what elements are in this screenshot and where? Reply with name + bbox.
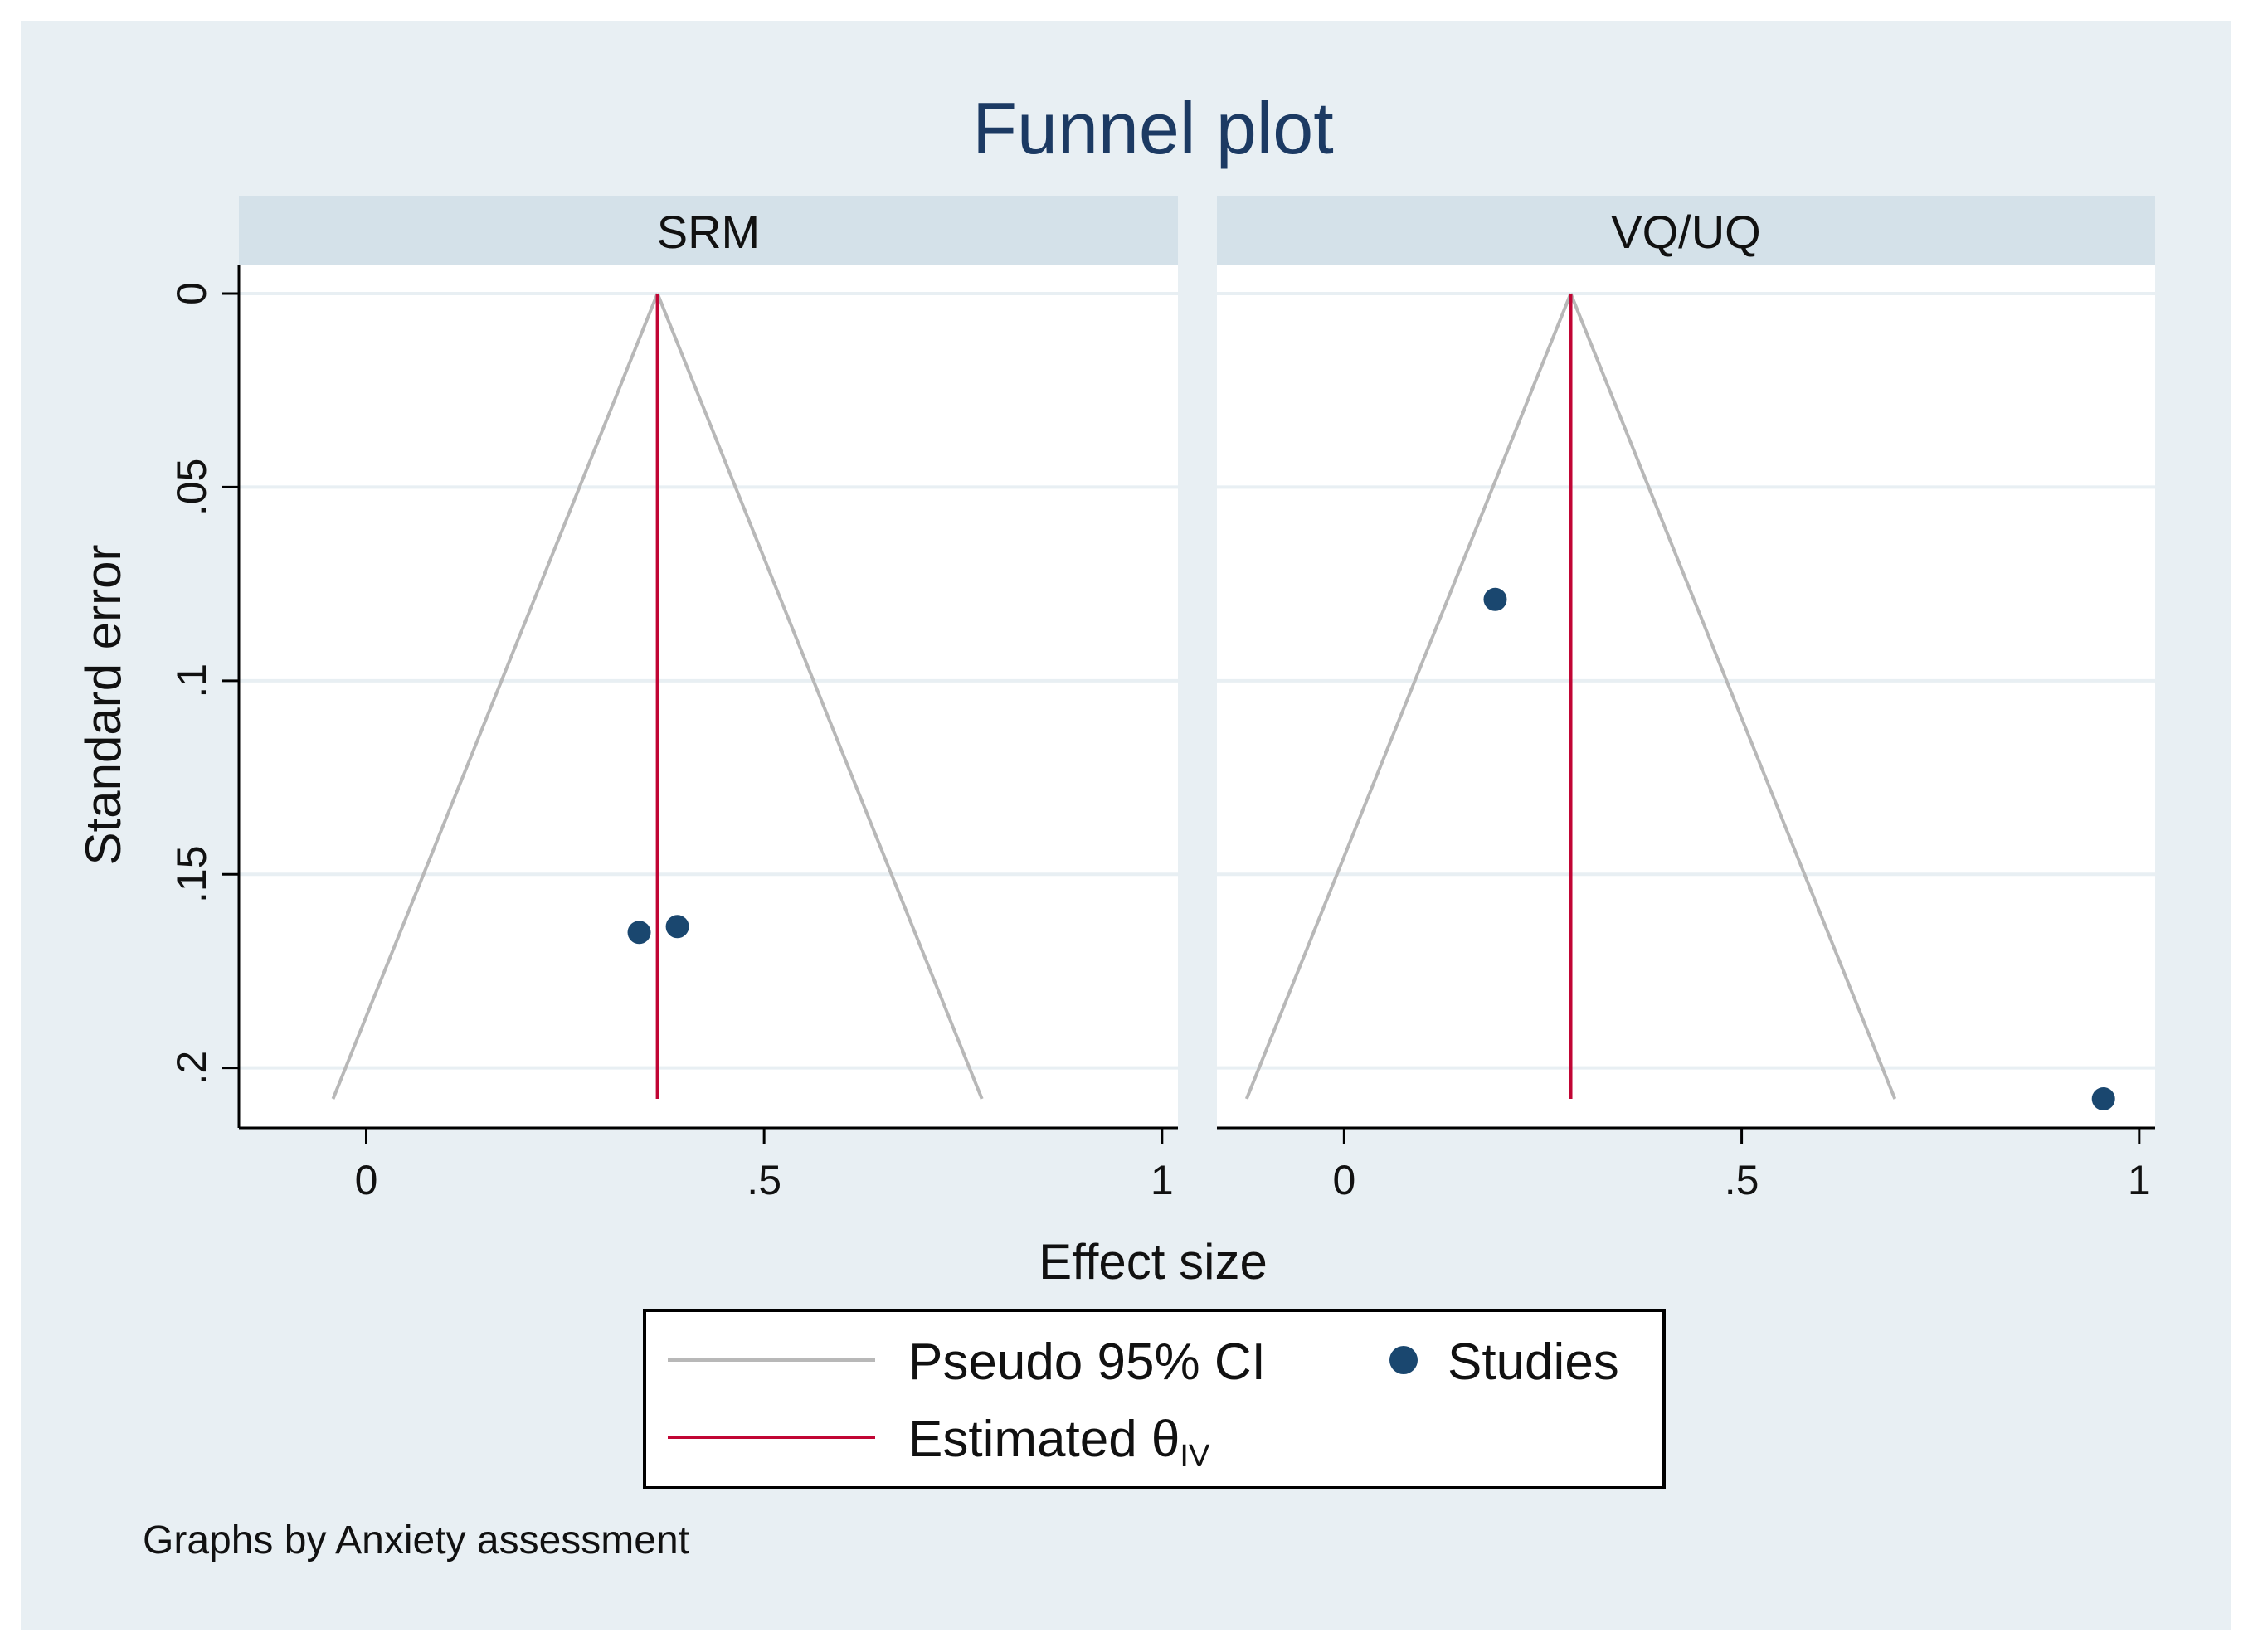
ci-left-line (1244, 293, 1573, 1100)
legend-estimate-label: Estimated θIV (908, 1411, 1210, 1474)
y-tick-label: .2 (168, 1051, 215, 1086)
x-tick-label: 0 (1332, 1157, 1355, 1203)
x-tick-label: 0 (355, 1157, 378, 1203)
ci-right-line (655, 293, 984, 1100)
x-tick-label: .5 (747, 1157, 781, 1203)
legend-ci-label: Pseudo 95% CI (908, 1334, 1266, 1391)
y-tick-label: 0 (168, 282, 215, 305)
panels: SRM 0 .5 1 0 .05 .1 .15 .2 VQ/UQ 0 .5 1 (168, 196, 2155, 1203)
study-point (1483, 587, 1507, 611)
y-tick-label: .1 (168, 663, 215, 698)
legend-estimate-label-sub: IV (1180, 1439, 1210, 1474)
x-axis-title: Effect size (1039, 1234, 1268, 1290)
panel-srm: SRM 0 .5 1 0 .05 .1 .15 .2 (168, 196, 1178, 1203)
legend-box (643, 1309, 1666, 1489)
y-tick-label: .05 (168, 459, 215, 517)
panel-vq-uq: VQ/UQ 0 .5 1 (1217, 196, 2155, 1203)
study-point (665, 915, 689, 939)
x-tick-label: .5 (1725, 1157, 1759, 1203)
panel-strip-label: VQ/UQ (1611, 206, 1760, 258)
panel-strip-label: SRM (657, 206, 760, 258)
panel-strip (239, 196, 1178, 265)
y-tick-label: .15 (168, 845, 215, 903)
study-point (2091, 1087, 2115, 1110)
chart-title: Funnel plot (972, 87, 1333, 169)
ci-right-line (1569, 293, 1897, 1100)
legend-studies-label: Studies (1448, 1334, 1619, 1391)
plot-area (239, 265, 1178, 1128)
study-point (627, 921, 651, 945)
legend-estimate-label-main: Estimated θ (908, 1411, 1180, 1468)
y-axis-title: Standard error (75, 545, 131, 866)
x-tick-label: 1 (2128, 1157, 2151, 1203)
ci-left-line (331, 293, 659, 1100)
plot-area (1217, 265, 2155, 1128)
x-tick-label: 1 (1151, 1157, 1174, 1203)
legend: Pseudo 95% CI Studies Estimated θIV (643, 1309, 1666, 1489)
graph-note: Graphs by Anxiety assessment (143, 1518, 689, 1562)
legend-studies-swatch (1389, 1346, 1418, 1374)
panel-strip (1217, 196, 2155, 265)
